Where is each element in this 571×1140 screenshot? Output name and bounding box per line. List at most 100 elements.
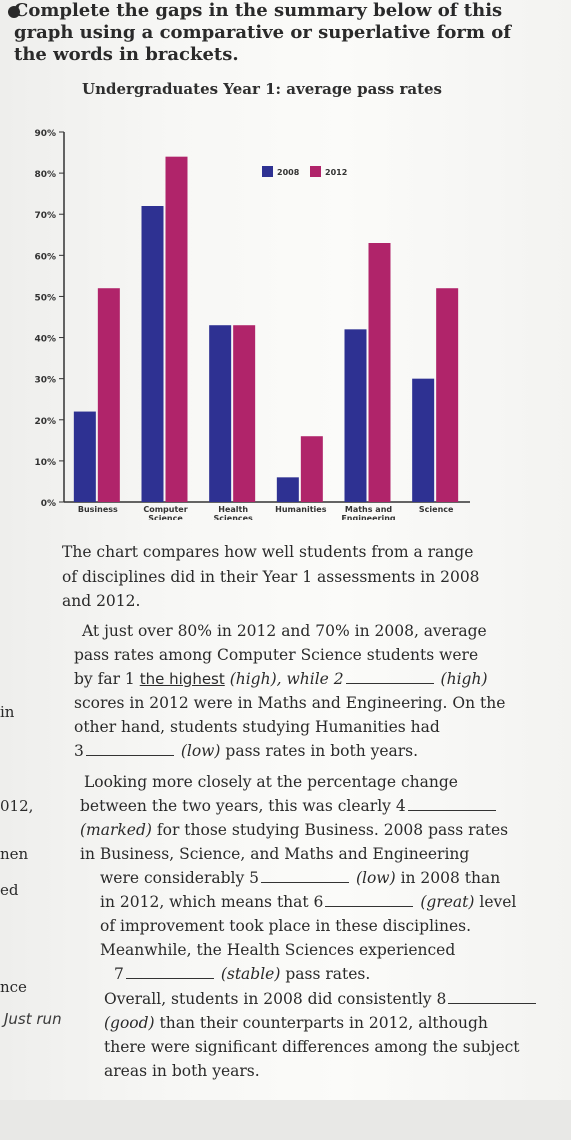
summary-line-15: in 2012, which means that 6 (great) leve…	[100, 893, 516, 911]
instruction-line-3: the words in brackets.	[14, 44, 239, 65]
gap-5-blank[interactable]	[261, 881, 350, 883]
margin-fragment-nce: nce	[0, 978, 27, 996]
y-tick-label: 60%	[34, 252, 56, 262]
summary-line-1: The chart compares how well students fro…	[62, 543, 474, 561]
bar-chart: Undergraduates Year 1: average pass rate…	[34, 80, 470, 520]
summary-line-12: (marked) for those studying Business. 20…	[80, 821, 508, 839]
summary-line-2: of disciplines did in their Year 1 asses…	[62, 568, 480, 586]
y-tick-label: 90%	[34, 129, 56, 139]
summary-line-14: were considerably 5 (low) in 2008 than	[100, 869, 500, 887]
gap-1-answer[interactable]: the highest	[139, 670, 225, 688]
bar-2012-business	[97, 288, 120, 502]
gap-6-hint: (great)	[420, 893, 475, 911]
summary-line-9-rest: pass rates in both years.	[225, 742, 419, 760]
margin-handwriting: Just run	[4, 1010, 62, 1028]
gap-3-blank[interactable]	[85, 754, 174, 756]
summary-line-6: by far 1 the highest (high), while 2 (hi…	[74, 670, 488, 688]
summary-line-19: Overall, students in 2008 did consistent…	[104, 990, 538, 1008]
page-bottom-edge	[0, 1100, 571, 1140]
summary-line-21: there were significant differences among…	[104, 1038, 520, 1056]
x-tick-label: Maths and	[345, 505, 393, 514]
bar-2012-science	[436, 288, 459, 502]
bar-2008-computer-science	[141, 206, 164, 502]
summary-line-20-rest: than their counterparts in 2012, althoug…	[159, 1014, 488, 1032]
gap-3-number: 3	[74, 742, 84, 760]
gap-4-number: between the two years, this was clearly …	[80, 797, 406, 815]
instruction-text-1: Complete the gaps in the summary below o…	[14, 0, 503, 21]
summary-line-20: (good) than their counterparts in 2012, …	[104, 1014, 488, 1032]
gap-5-number: were considerably 5	[100, 869, 260, 887]
y-tick-label: 0%	[41, 499, 56, 509]
summary-line-5: pass rates among Computer Science studen…	[74, 646, 479, 664]
summary-line-13: in Business, Science, and Maths and Engi…	[80, 845, 470, 863]
bar-2012-health-sciences	[233, 325, 256, 502]
legend-label-2012: 2012	[325, 168, 347, 177]
gap-2-hint: (high)	[440, 670, 488, 688]
summary-line-4: At just over 80% in 2012 and 70% in 2008…	[82, 622, 487, 640]
gap-7-number: 7	[114, 965, 124, 983]
x-tick-label: Computer	[143, 505, 187, 514]
summary-line-3: and 2012.	[62, 592, 141, 610]
x-tick-label: Health	[218, 505, 248, 514]
gap-8-number: Overall, students in 2008 did consistent…	[104, 990, 447, 1008]
x-tick-label: Engineering	[341, 514, 396, 520]
gap-5-hint: (low)	[355, 869, 396, 887]
gap-8-hint: (good)	[104, 1014, 155, 1032]
legend-label-2008: 2008	[277, 168, 300, 177]
gap-7-blank[interactable]	[125, 977, 214, 979]
bar-2008-humanities	[276, 477, 299, 502]
y-tick-label: 40%	[34, 335, 56, 345]
summary-line-10: Looking more closely at the percentage c…	[84, 773, 458, 791]
summary-line-17: Meanwhile, the Health Sciences experienc…	[100, 941, 456, 959]
legend-swatch-2012	[310, 166, 321, 177]
bar-2008-health-sciences	[209, 325, 232, 502]
summary-line-15-rest: level	[479, 893, 517, 911]
summary-line-12-rest: for those studying Business. 2008 pass r…	[156, 821, 509, 839]
summary-line-16: of improvement took place in these disci…	[100, 917, 472, 935]
gap-4-blank[interactable]	[407, 809, 496, 811]
y-tick-label: 20%	[34, 417, 56, 427]
margin-fragment-ed: ed	[0, 881, 19, 899]
gap-6-blank[interactable]	[325, 905, 414, 907]
summary-line-18-rest: pass rates.	[285, 965, 371, 983]
gap-2-blank[interactable]	[345, 682, 434, 684]
y-tick-label: 70%	[34, 211, 56, 221]
bar-2008-maths-and-engineering	[344, 329, 367, 502]
gap-6-number: in 2012, which means that 6	[100, 893, 324, 911]
summary-line-14-rest: in 2008 than	[400, 869, 501, 887]
bar-2012-humanities	[300, 436, 323, 502]
y-tick-label: 30%	[34, 376, 56, 386]
bar-2008-business	[73, 411, 96, 502]
chart-title: Undergraduates Year 1: average pass rate…	[82, 80, 442, 98]
legend-swatch-2008	[262, 166, 273, 177]
bar-2012-computer-science	[165, 156, 188, 502]
bullet-icon	[8, 6, 20, 18]
gap-7-hint: (stable)	[220, 965, 281, 983]
summary-line-18: 7 (stable) pass rates.	[114, 965, 370, 983]
y-tick-label: 50%	[34, 293, 56, 303]
margin-fragment-in: in	[0, 703, 15, 721]
summary-line-11: between the two years, this was clearly …	[80, 797, 498, 815]
margin-fragment-year: 012,	[0, 797, 34, 815]
summary-line-8: other hand, students studying Humanities…	[74, 718, 440, 736]
x-tick-label: Sciences	[214, 514, 254, 520]
gap-4-hint: (marked)	[80, 821, 152, 839]
gap-3-hint: (low)	[180, 742, 221, 760]
x-tick-label: Humanities	[275, 505, 327, 514]
x-tick-label: Business	[78, 505, 118, 514]
gap-1-number: by far 1	[74, 670, 135, 688]
bar-2008-science	[412, 378, 435, 502]
y-tick-label: 80%	[34, 170, 56, 180]
instruction-line-1: Complete the gaps in the summary below o…	[8, 0, 503, 21]
gap-8-blank[interactable]	[448, 1002, 537, 1004]
bar-2012-maths-and-engineering	[368, 243, 391, 502]
y-tick-label: 10%	[34, 458, 56, 468]
x-tick-label: Science	[419, 505, 454, 514]
x-tick-label: Science	[148, 514, 183, 520]
instruction-line-2: graph using a comparative or superlative…	[14, 22, 511, 43]
gap-1-hint: (high), while 2	[229, 670, 344, 688]
summary-line-22: areas in both years.	[104, 1062, 260, 1080]
summary-line-7: scores in 2012 were in Maths and Enginee…	[74, 694, 506, 712]
summary-line-9: 3 (low) pass rates in both years.	[74, 742, 418, 760]
margin-fragment-then: nen	[0, 845, 29, 863]
